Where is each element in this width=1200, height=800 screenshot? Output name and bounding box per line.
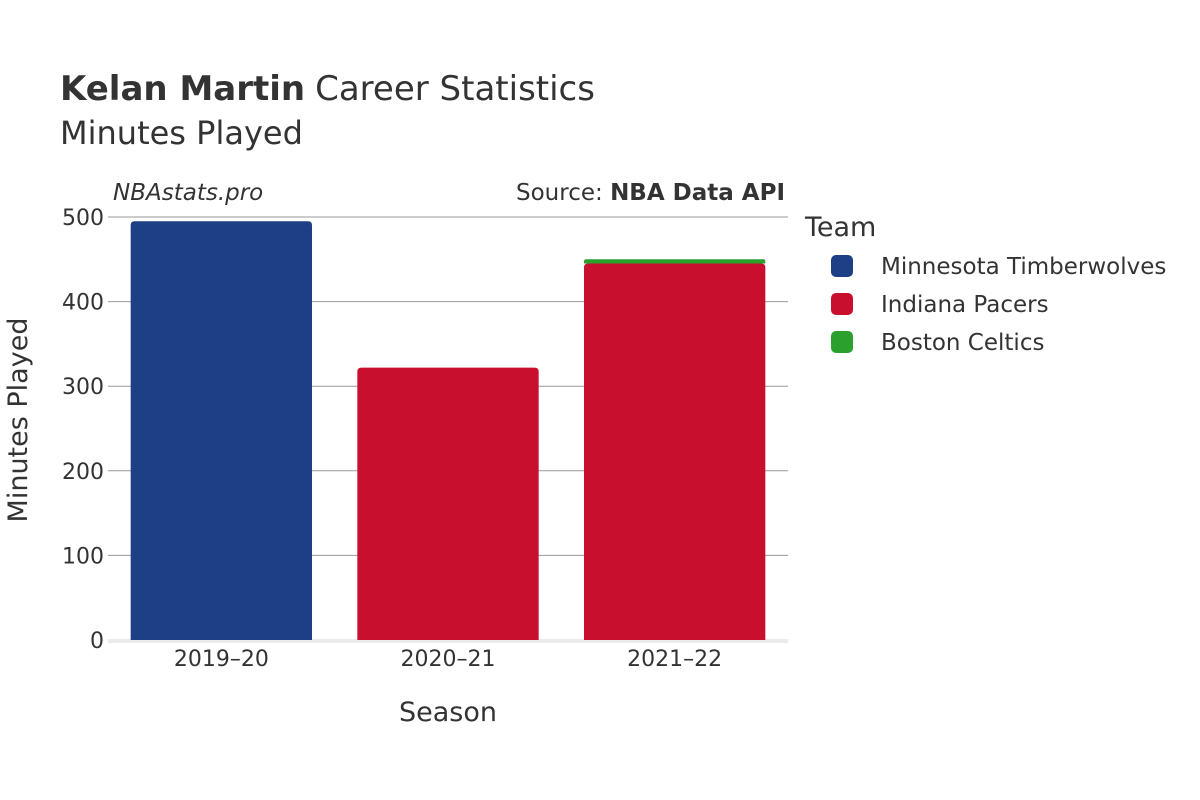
- y-axis-title: Minutes Played: [3, 318, 34, 523]
- y-tick-label: 0: [90, 629, 104, 654]
- legend-item[interactable]: Minnesota Timberwolves: [831, 254, 1166, 280]
- legend-label: Indiana Pacers: [881, 292, 1049, 318]
- chart-title: Kelan Martin Career Statistics: [60, 69, 595, 109]
- y-tick-label: 300: [62, 375, 104, 400]
- legend-item[interactable]: Indiana Pacers: [831, 292, 1049, 318]
- bar-indiana-pacers: [584, 263, 766, 640]
- legend-title: Team: [804, 212, 876, 243]
- x-tick-label: 2021–22: [627, 647, 722, 672]
- y-tick-labels: 0 100 200 300 400 500: [62, 206, 104, 654]
- legend-swatch: [831, 293, 853, 315]
- y-tick-label: 200: [62, 460, 104, 485]
- y-tick-label: 500: [62, 206, 104, 231]
- x-tick-label: 2019–20: [174, 647, 269, 672]
- legend-item[interactable]: Boston Celtics: [831, 330, 1044, 356]
- x-axis-title: Season: [399, 697, 497, 728]
- bars: [130, 221, 766, 641]
- watermark: NBAstats.pro: [113, 180, 263, 206]
- source-name: NBA Data API: [610, 180, 785, 206]
- bar-boston-celtics: [584, 259, 766, 264]
- x-tick-labels: 2019–20 2020–21 2021–22: [174, 647, 722, 672]
- legend-swatch: [831, 255, 853, 277]
- legend: Team Minnesota Timberwolves Indiana Pacer…: [804, 212, 1166, 356]
- source-label: Source: NBA Data API: [516, 180, 785, 206]
- legend-swatch: [831, 331, 853, 353]
- bar-minnesota-timberwolves: [130, 221, 312, 641]
- source-prefix: Source:: [516, 180, 610, 206]
- chart-title-rest: Career Statistics: [315, 69, 595, 109]
- legend-label: Boston Celtics: [881, 330, 1044, 356]
- chart-subtitle: Minutes Played: [60, 114, 303, 152]
- chart-title-player: Kelan Martin: [60, 69, 305, 109]
- legend-label: Minnesota Timberwolves: [881, 254, 1166, 280]
- x-tick-label: 2020–21: [401, 647, 496, 672]
- bar-indiana-pacers: [357, 367, 539, 640]
- y-tick-label: 100: [62, 544, 104, 569]
- y-tick-label: 400: [62, 291, 104, 316]
